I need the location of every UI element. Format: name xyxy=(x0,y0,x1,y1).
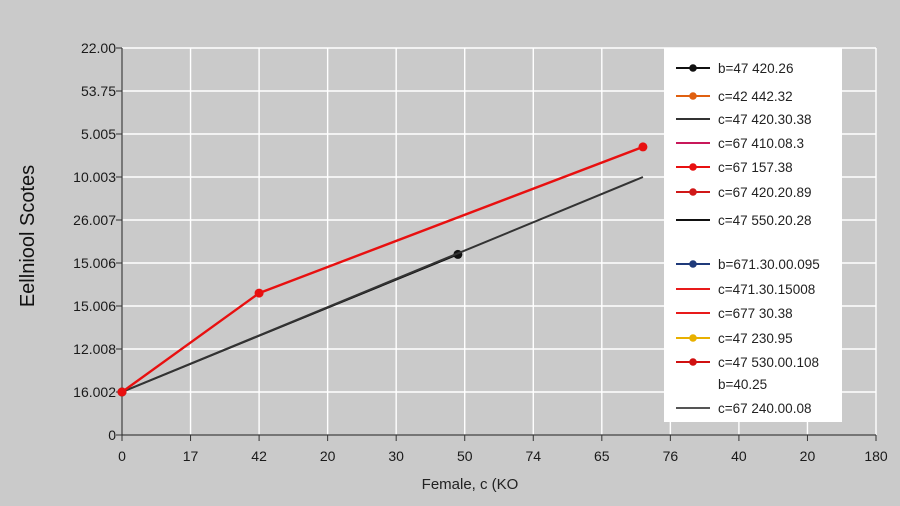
legend-marker xyxy=(689,188,697,196)
y-tick-label: 0 xyxy=(108,427,116,443)
legend-label: b=47 420.26 xyxy=(718,61,793,76)
x-tick-label: 40 xyxy=(731,448,747,464)
x-tick-label: 17 xyxy=(183,448,199,464)
legend-label: c=47 230.95 xyxy=(718,331,793,346)
legend-marker xyxy=(689,260,697,268)
x-tick-label: 76 xyxy=(663,448,679,464)
y-tick-label: 10.003 xyxy=(73,169,116,185)
y-tick-label: 26.007 xyxy=(73,212,116,228)
x-tick-label: 0 xyxy=(118,448,126,464)
legend-label: c=47 530.00.108 xyxy=(718,355,819,370)
x-tick-label: 180 xyxy=(864,448,888,464)
legend-marker xyxy=(689,163,697,171)
y-tick-label: 15.006 xyxy=(73,298,116,314)
data-point xyxy=(638,142,648,152)
x-tick-label: 20 xyxy=(800,448,816,464)
legend-label: c=67 420.20.89 xyxy=(718,185,811,200)
y-tick-label: 5.005 xyxy=(81,126,116,142)
legend-marker xyxy=(689,92,697,100)
y-tick-label: 16.002 xyxy=(73,384,116,400)
data-point xyxy=(117,387,127,397)
x-tick-label: 30 xyxy=(388,448,404,464)
x-tick-label: 74 xyxy=(525,448,541,464)
x-tick-label: 42 xyxy=(251,448,267,464)
legend-label: c=42 442.32 xyxy=(718,89,793,104)
legend-label: b=40.25 xyxy=(718,377,767,392)
legend-label: c=67 240.00.08 xyxy=(718,401,811,416)
x-tick-label: 20 xyxy=(320,448,336,464)
series-layer xyxy=(117,142,648,397)
legend-label: c=67 157.38 xyxy=(718,160,793,175)
x-axis-title: Female, c (KO xyxy=(422,476,519,493)
x-tick-label: 65 xyxy=(594,448,610,464)
y-tick-label: 12.008 xyxy=(73,341,116,357)
series-line xyxy=(121,145,644,393)
y-tick-label: 15.006 xyxy=(73,255,116,271)
data-point xyxy=(254,288,264,298)
series-line xyxy=(121,176,644,393)
legend-label: c=471.30.15008 xyxy=(718,282,815,297)
axes: 0 17 42 20 30 50 74 65 76 40 20 180 0 16.002 12.008 15.… xyxy=(73,40,888,464)
legend-label: c=67 410.08.3 xyxy=(718,136,804,151)
y-tick-label: 53.75 xyxy=(81,83,116,99)
legend: b=47 420.26 c=42 442.32 c=47 420.30.38 c=67… xyxy=(664,48,842,422)
y-axis-title: Eellniool Scotes xyxy=(17,165,39,307)
legend-label: b=671.30.00.095 xyxy=(718,257,820,272)
legend-label: c=47 550.20.28 xyxy=(718,213,811,228)
legend-label: c=677 30.38 xyxy=(718,306,793,321)
legend-marker xyxy=(689,358,697,366)
x-tick-label: 50 xyxy=(457,448,473,464)
legend-marker xyxy=(689,334,697,342)
legend-marker xyxy=(689,64,697,72)
legend-label: c=47 420.30.38 xyxy=(718,112,811,127)
y-tick-label: 22.00 xyxy=(81,40,116,56)
